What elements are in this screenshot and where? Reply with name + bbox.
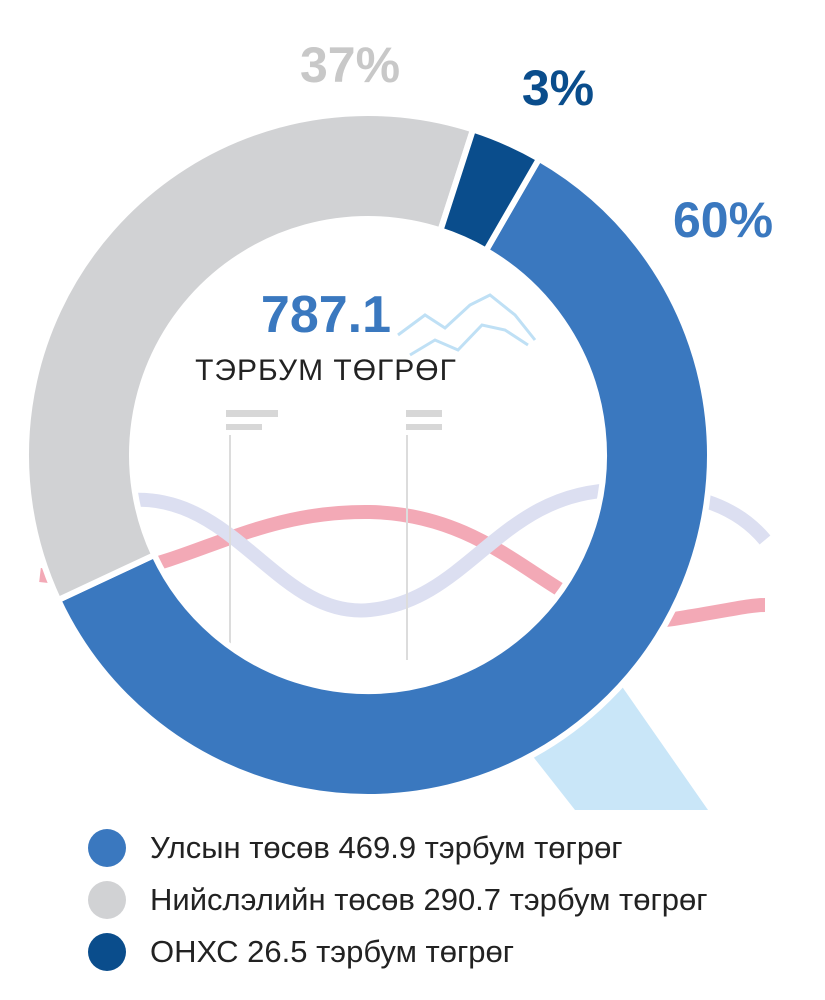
percent-label-onhs: 3%	[522, 60, 594, 116]
percent-label-nisleliin: 37%	[300, 37, 400, 93]
legend-label: Улсын төсөв 469.9 тэрбум төгрөг	[150, 830, 623, 865]
legend: Улсын төсөв 469.9 тэрбум төгрөг Нийслэли…	[88, 822, 808, 978]
decorative-dash	[226, 424, 262, 430]
decorative-dash	[226, 410, 278, 417]
center-total-unit: ТЭРБУМ ТӨГРӨГ	[195, 354, 457, 387]
decorative-line-graph	[409, 323, 529, 357]
legend-swatch	[88, 933, 126, 971]
decorative-pink-wave	[39, 504, 766, 628]
decorative-dash	[406, 424, 442, 430]
legend-item-ulsyn: Улсын төсөв 469.9 тэрбум төгрөг	[88, 822, 808, 874]
legend-label: Нийслэлийн төсөв 290.7 тэрбум төгрөг	[150, 882, 708, 917]
legend-item-onhs: ОНХС 26.5 тэрбум төгрөг	[88, 926, 808, 978]
decorative-dash	[406, 410, 442, 417]
center-total-value: 787.1	[261, 286, 391, 344]
percent-label-ulsyn: 60%	[673, 192, 773, 248]
slice-nisleliin	[23, 110, 477, 604]
decorative-line-graph	[397, 293, 537, 341]
legend-swatch	[88, 829, 126, 867]
legend-label: ОНХС 26.5 тэрбум төгрөг	[150, 934, 515, 969]
slice-onhs	[436, 125, 544, 255]
legend-swatch	[88, 881, 126, 919]
slice-ulsyn	[54, 154, 713, 800]
legend-item-nisleliin: Нийслэлийн төсөв 290.7 тэрбум төгрөг	[88, 874, 808, 926]
